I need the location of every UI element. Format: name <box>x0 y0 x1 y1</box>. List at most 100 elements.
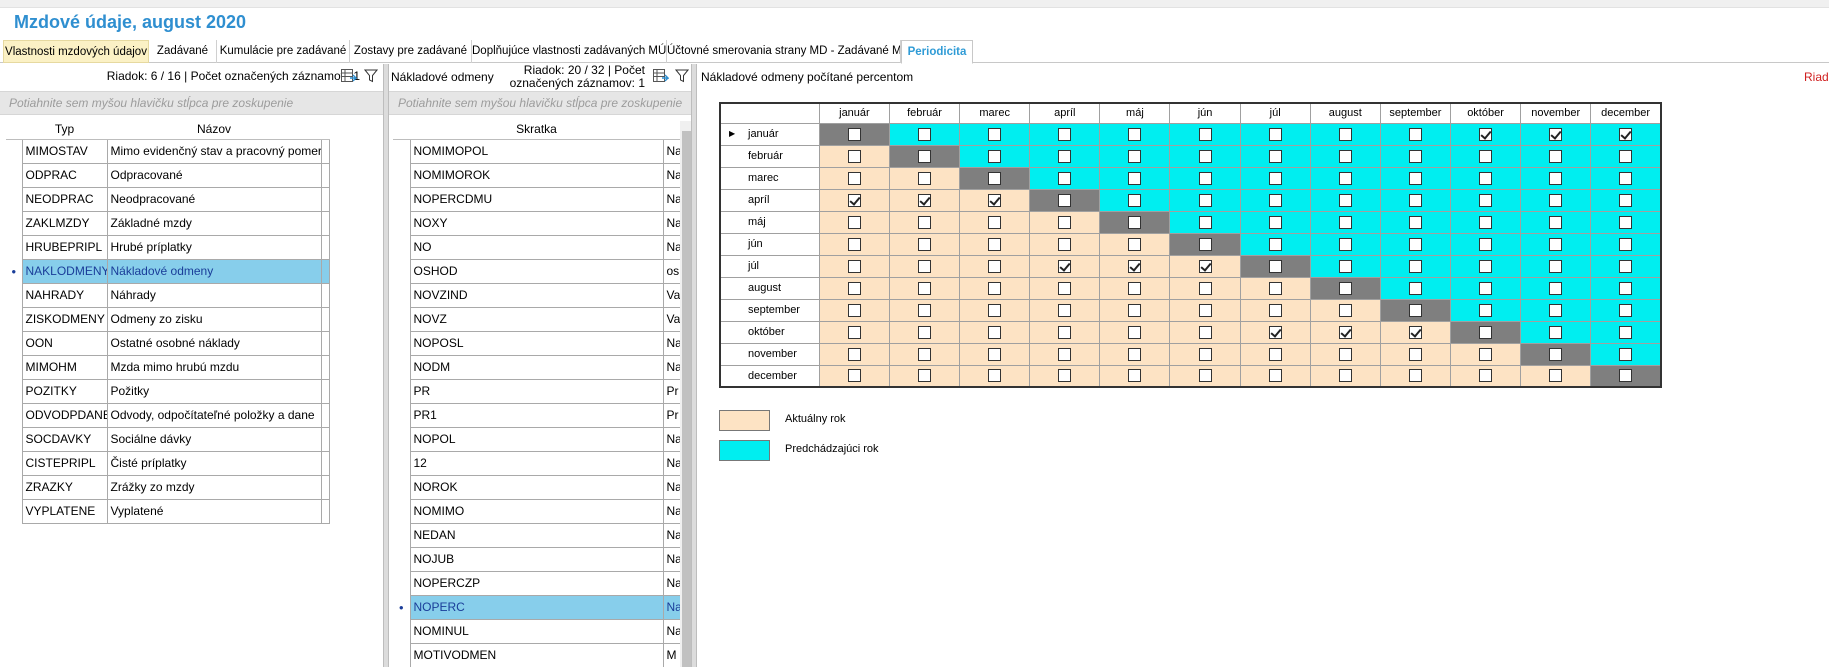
cell-nazov-cut[interactable]: Pr <box>662 378 681 404</box>
cell-nazov[interactable]: Čisté príplatky <box>106 450 322 476</box>
cell-skratka[interactable]: NOPOL <box>409 426 664 452</box>
period-checkbox[interactable] <box>1198 259 1212 273</box>
period-checkbox[interactable] <box>1479 259 1493 273</box>
cell-nazov-cut[interactable]: Na <box>662 186 681 212</box>
cell-nazov-cut[interactable]: Na <box>662 354 681 380</box>
period-checkbox[interactable] <box>988 237 1002 251</box>
cell-nazov-cut[interactable]: Na <box>662 426 681 452</box>
table-row[interactable]: ZISKODMENY Odmeny zo zisku <box>6 306 330 332</box>
cell-nazov[interactable]: Hrubé príplatky <box>106 234 322 260</box>
period-checkbox[interactable] <box>1619 303 1633 317</box>
period-checkbox[interactable] <box>918 149 932 163</box>
cell-skratka[interactable]: NO <box>409 234 664 260</box>
cell-nazov-cut[interactable]: Va <box>662 282 681 308</box>
cell-nazov[interactable]: Ostatné osobné náklady <box>106 330 322 356</box>
cell-typ[interactable]: NAHRADY <box>21 282 108 308</box>
period-checkbox[interactable] <box>1128 369 1142 383</box>
period-checkbox[interactable] <box>1408 281 1422 295</box>
table-row[interactable]: NAHRADY Náhrady <box>6 282 330 308</box>
column-header-skratka[interactable]: Skratka <box>410 119 663 140</box>
period-checkbox[interactable] <box>1549 303 1563 317</box>
period-checkbox[interactable] <box>1338 193 1352 207</box>
period-checkbox[interactable] <box>1408 259 1422 273</box>
column-header-typ[interactable]: Typ <box>22 119 107 140</box>
period-checkbox[interactable] <box>918 171 932 185</box>
cell-nazov[interactable]: Náhrady <box>106 282 322 308</box>
period-checkbox[interactable] <box>1619 281 1633 295</box>
scrollbar-thumb[interactable] <box>682 131 692 667</box>
period-checkbox[interactable] <box>1549 325 1563 339</box>
table-row[interactable]: ●NOPERCNa <box>393 594 681 620</box>
period-checkbox[interactable] <box>1549 237 1563 251</box>
cell-nazov-cut[interactable]: Na <box>662 330 681 356</box>
cell-nazov[interactable]: Mimo evidenčný stav a pracovný pomer <box>106 138 322 164</box>
cell-nazov[interactable]: Zrážky zo mzdy <box>106 474 322 500</box>
cell-typ[interactable]: MIMOSTAV <box>21 138 108 164</box>
period-checkbox[interactable] <box>1408 237 1422 251</box>
cell-typ[interactable]: OON <box>21 330 108 356</box>
cell-typ[interactable]: NAKLODMENY <box>21 258 108 284</box>
tab-zadavane[interactable]: Zadávané <box>149 40 217 63</box>
period-checkbox[interactable] <box>1338 259 1352 273</box>
period-checkbox[interactable] <box>1268 369 1282 383</box>
period-checkbox[interactable] <box>1128 325 1142 339</box>
tab-kumulacie[interactable]: Kumulácie pre zadávané <box>217 40 350 63</box>
period-checkbox[interactable] <box>847 171 861 185</box>
period-checkbox[interactable] <box>1338 215 1352 229</box>
cell-skratka[interactable]: NOMIMOPOL <box>409 138 664 164</box>
table-row[interactable]: NODMNa <box>393 354 681 380</box>
period-checkbox[interactable] <box>1198 325 1212 339</box>
period-checkbox[interactable] <box>1268 171 1282 185</box>
table-row[interactable]: NOPERCDMUNa <box>393 186 681 212</box>
column-header-cut[interactable] <box>663 119 680 140</box>
period-checkbox[interactable] <box>1619 171 1633 185</box>
period-checkbox[interactable] <box>1479 347 1493 361</box>
period-checkbox[interactable] <box>1619 149 1633 163</box>
cell-nazov-cut[interactable]: Na <box>662 474 681 500</box>
period-checkbox[interactable] <box>847 149 861 163</box>
cell-skratka[interactable]: NOMIMO <box>409 498 664 524</box>
cell-skratka[interactable]: NOPOSL <box>409 330 664 356</box>
period-checkbox[interactable] <box>1479 303 1493 317</box>
period-checkbox[interactable] <box>1479 281 1493 295</box>
table-row[interactable]: VYPLATENE Vyplatené <box>6 498 330 524</box>
cell-nazov-cut[interactable]: M <box>662 642 681 667</box>
cell-nazov[interactable]: Základné mzdy <box>106 210 322 236</box>
period-checkbox[interactable] <box>1549 259 1563 273</box>
period-checkbox[interactable] <box>1619 237 1633 251</box>
cell-skratka[interactable]: NOJUB <box>409 546 664 572</box>
period-checkbox[interactable] <box>1338 281 1352 295</box>
cell-typ[interactable]: VYPLATENE <box>21 498 108 524</box>
table-row[interactable]: OON Ostatné osobné náklady <box>6 330 330 356</box>
period-checkbox[interactable] <box>1549 193 1563 207</box>
vertical-scrollbar[interactable] <box>680 121 694 667</box>
cell-nazov-cut[interactable]: Na <box>662 162 681 188</box>
period-checkbox[interactable] <box>847 193 861 207</box>
cell-typ[interactable]: NEODPRAC <box>21 186 108 212</box>
cell-skratka[interactable]: NODM <box>409 354 664 380</box>
period-checkbox[interactable] <box>1058 303 1072 317</box>
period-checkbox[interactable] <box>988 281 1002 295</box>
table-row[interactable]: NOXYNa <box>393 210 681 236</box>
period-checkbox[interactable] <box>847 259 861 273</box>
period-checkbox[interactable] <box>1619 193 1633 207</box>
cell-typ[interactable]: ZISKODMENY <box>21 306 108 332</box>
filter-icon[interactable] <box>674 69 690 86</box>
tab-uctovne-smerovania[interactable]: Účtovné smerovania strany MD - Zadávané … <box>667 40 901 63</box>
period-checkbox[interactable] <box>1408 171 1422 185</box>
period-checkbox[interactable] <box>1408 193 1422 207</box>
period-checkbox[interactable] <box>1549 149 1563 163</box>
cell-skratka[interactable]: NEDAN <box>409 522 664 548</box>
cell-skratka[interactable]: NOVZ <box>409 306 664 332</box>
table-row[interactable]: MIMOSTAV Mimo evidenčný stav a pracovný p… <box>6 138 330 164</box>
group-by-hint[interactable]: Potiahnite sem myšou hlavičku stĺpca pre… <box>389 91 694 115</box>
table-row[interactable]: NOMIMONa <box>393 498 681 524</box>
cell-typ[interactable]: SOCDAVKY <box>21 426 108 452</box>
period-checkbox[interactable] <box>1198 149 1212 163</box>
cell-skratka[interactable]: NOPERC <box>409 594 664 620</box>
period-checkbox[interactable] <box>1338 369 1352 383</box>
table-row[interactable]: NEDANNa <box>393 522 681 548</box>
table-row[interactable]: NONa <box>393 234 681 260</box>
table-row[interactable]: NEODPRAC Neodpracované <box>6 186 330 212</box>
period-checkbox[interactable] <box>1058 347 1072 361</box>
